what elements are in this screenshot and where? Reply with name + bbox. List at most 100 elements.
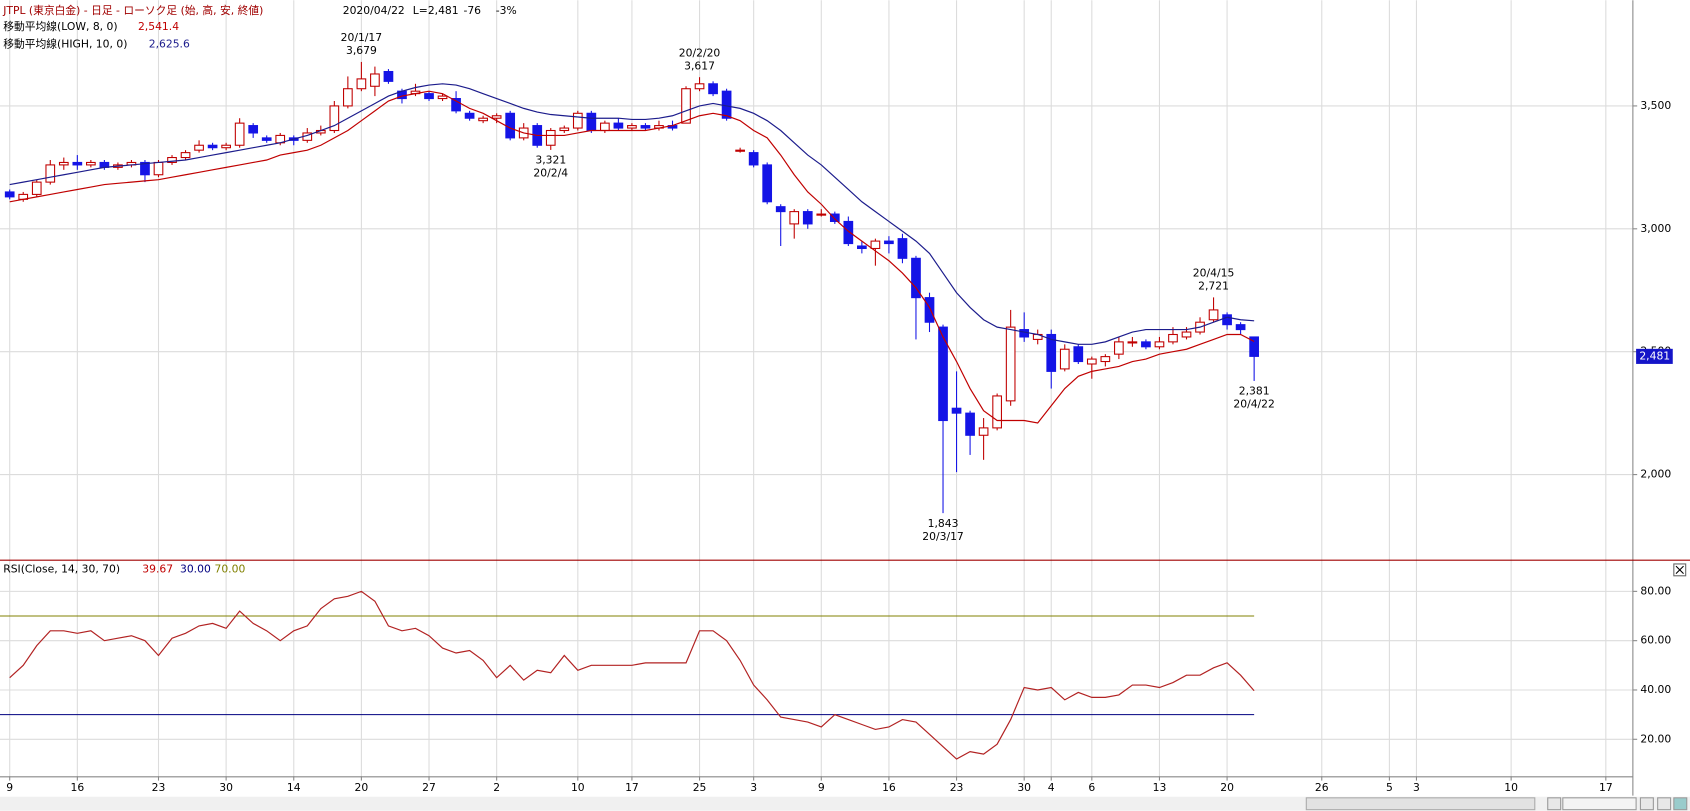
candle-body	[1114, 341, 1124, 355]
annotation-date: 20/1/17	[341, 31, 383, 44]
moving-average-line	[9, 90, 1255, 424]
candle-body	[789, 211, 800, 225]
candle-body	[221, 144, 231, 149]
scrollbar-thumb[interactable]	[1305, 797, 1536, 811]
scrollbar	[0, 796, 1690, 811]
candle-body	[4, 191, 15, 198]
candle-body	[897, 238, 908, 259]
candle-body	[1141, 341, 1151, 348]
candle-body	[829, 213, 840, 222]
candle-body	[505, 112, 516, 139]
annotation-value: 3,679	[346, 44, 377, 57]
candle-body	[545, 129, 556, 146]
x-tick-label: 9	[818, 781, 825, 794]
candle-body	[1208, 309, 1219, 321]
scroll-left-button[interactable]	[1547, 797, 1562, 811]
candle-body	[31, 181, 42, 195]
x-tick-label: 4	[1048, 781, 1055, 794]
candle-body	[721, 90, 732, 119]
x-tick-label: 16	[882, 781, 896, 794]
annotation-value: 2,721	[1198, 280, 1229, 293]
candle-body	[1249, 336, 1259, 357]
candle-body	[694, 83, 705, 90]
candle-body	[1073, 346, 1084, 363]
candle-body	[1019, 329, 1030, 338]
candle-body	[464, 112, 475, 119]
annotation-date: 20/4/15	[1193, 267, 1235, 280]
candle-body	[627, 125, 637, 129]
candle-body	[870, 240, 881, 250]
x-tick-label: 13	[1153, 781, 1167, 794]
annotation-date: 20/4/22	[1233, 398, 1275, 411]
candle-body	[207, 144, 218, 149]
candle-body	[261, 137, 272, 141]
y-tick-label: 3,000	[1640, 222, 1671, 235]
candle-body	[343, 88, 353, 107]
candle-body	[1235, 324, 1246, 331]
candle-body	[234, 122, 245, 146]
last-price-box	[1636, 348, 1673, 364]
symbol-title: JTPL (東京白金) - 日足 - ローソク足 (始, 高, 安, 終値)	[2, 4, 263, 17]
candle-body	[86, 161, 96, 166]
candle-body	[1127, 341, 1138, 344]
zoom-out-button[interactable]	[1673, 797, 1688, 811]
candle-body	[1154, 341, 1165, 348]
candle-body	[938, 326, 948, 422]
legend-value: 2,541.4	[138, 20, 179, 33]
x-tick-label: 23	[950, 781, 964, 794]
header-change: -76	[463, 4, 481, 17]
x-tick-label: 30	[1017, 781, 1031, 794]
candle-body	[816, 213, 827, 216]
x-tick-label: 9	[6, 781, 13, 794]
candle-body	[775, 206, 786, 213]
x-tick-label: 30	[219, 781, 233, 794]
zoom-slider[interactable]	[1562, 797, 1637, 811]
candle-body	[748, 152, 759, 166]
rsi-value: 39.67	[142, 562, 173, 575]
candle-body	[613, 122, 624, 129]
x-tick-label: 17	[625, 781, 639, 794]
candle-body	[1100, 356, 1111, 363]
candle-body	[951, 407, 962, 414]
x-tick-label: 5	[1386, 781, 1393, 794]
x-tick-label: 26	[1315, 781, 1329, 794]
candle-body	[802, 211, 813, 225]
candle-body	[58, 161, 69, 166]
candle-body	[681, 88, 691, 124]
candle-body	[478, 117, 488, 122]
annotation-date: 20/2/20	[679, 46, 721, 59]
rsi-level: 30.00	[180, 562, 211, 575]
y-tick-label: 40.00	[1640, 683, 1671, 696]
candle-body	[437, 95, 448, 100]
candle-body	[1222, 314, 1232, 326]
candle-body	[72, 161, 83, 166]
candle-body	[1168, 333, 1178, 343]
header-last: L=2,481	[413, 4, 459, 17]
grid-layer	[0, 0, 1633, 777]
candle-body	[600, 122, 610, 132]
x-tick-label: 2	[493, 781, 500, 794]
candle-body	[857, 245, 867, 250]
x-tick-label: 10	[1504, 781, 1518, 794]
legend-name: 移動平均線(HIGH, 10, 0)	[3, 37, 127, 50]
x-tick-label: 3	[750, 781, 757, 794]
annotation-value: 2,381	[1239, 385, 1270, 398]
annotation-date: 20/3/17	[922, 530, 964, 543]
candle-body	[383, 70, 394, 82]
candle-body	[1046, 333, 1057, 372]
annotation-value: 3,321	[535, 154, 566, 167]
candle-body	[884, 240, 894, 245]
legend-name: 移動平均線(LOW, 8, 0)	[3, 20, 117, 33]
annotation-value: 3,617	[684, 59, 715, 72]
x-tick-label: 10	[571, 781, 585, 794]
y-tick-label: 2,000	[1640, 468, 1671, 481]
candle-body	[180, 152, 191, 159]
candle-body	[1181, 331, 1192, 338]
candle-body	[140, 161, 150, 176]
annotation-value: 1,843	[928, 517, 959, 530]
candle-body	[1086, 358, 1097, 365]
zoom-in-button[interactable]	[1657, 797, 1672, 811]
y-tick-label: 3,500	[1640, 99, 1671, 112]
candle-body	[248, 125, 259, 134]
scroll-right-button[interactable]	[1639, 797, 1654, 811]
